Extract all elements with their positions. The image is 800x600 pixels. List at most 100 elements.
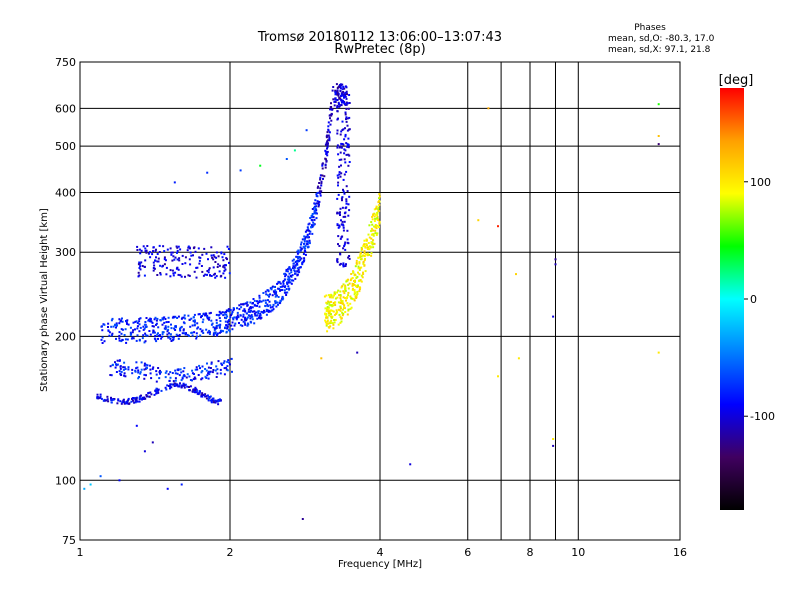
trace-point: [218, 326, 221, 329]
trace-point: [250, 314, 253, 317]
trace-point: [172, 380, 175, 383]
trace-point: [251, 306, 254, 309]
trace-point: [112, 325, 115, 328]
trace-point: [328, 312, 330, 315]
trace-point: [345, 170, 348, 173]
y-tick-label: 100: [55, 474, 76, 487]
trace-point: [378, 193, 381, 196]
trace-point: [206, 362, 208, 365]
trace-point: [246, 316, 249, 319]
trace-point: [343, 152, 346, 155]
trace-point: [354, 285, 357, 288]
trace-point: [159, 334, 161, 337]
trace-point: [276, 282, 279, 285]
trace-point: [226, 327, 229, 330]
trace-point: [288, 267, 291, 270]
trace-point: [375, 234, 378, 236]
trace-point: [344, 248, 347, 251]
scatter-point: [497, 225, 499, 228]
trace-point: [165, 321, 168, 324]
trace-point: [267, 299, 269, 302]
trace-point: [372, 213, 375, 216]
trace-point: [312, 216, 315, 219]
trace-point: [334, 319, 337, 321]
trace-point: [243, 308, 246, 311]
trace-point: [196, 335, 198, 338]
trace-point: [326, 131, 329, 134]
trace-point: [143, 377, 146, 380]
trace-point: [312, 221, 315, 224]
trace-point: [353, 283, 356, 286]
trace-point: [174, 382, 177, 385]
scatter-point: [554, 258, 557, 261]
trace-point: [319, 194, 322, 197]
trace-point: [340, 197, 343, 200]
trace-point: [219, 368, 222, 371]
trace-point: [111, 334, 113, 337]
trace-point: [342, 265, 345, 268]
trace-point: [224, 276, 227, 279]
trace-point: [184, 256, 187, 259]
trace-point: [193, 331, 196, 334]
trace-point: [123, 402, 126, 405]
trace-point: [212, 254, 215, 257]
trace-point: [325, 310, 328, 313]
trace-point: [154, 249, 157, 252]
trace-point: [319, 176, 322, 179]
trace-point: [310, 226, 313, 228]
trace-point: [336, 110, 339, 113]
trace-point: [189, 325, 192, 328]
trace-point: [314, 207, 317, 210]
trace-point: [214, 401, 217, 404]
trace-point: [115, 371, 118, 373]
trace-point: [341, 206, 344, 209]
trace-point: [346, 229, 349, 232]
trace-point: [315, 193, 318, 196]
trace-point: [376, 224, 379, 227]
trace-point: [167, 321, 170, 323]
trace-point: [176, 249, 179, 252]
trace-point: [138, 338, 141, 341]
trace-point: [265, 293, 268, 296]
trace-point: [189, 251, 192, 254]
trace-point: [336, 129, 339, 132]
trace-point: [331, 309, 334, 312]
trace-point: [363, 259, 366, 262]
trace-point: [372, 239, 374, 242]
trace-point: [338, 173, 341, 176]
trace-point: [253, 299, 256, 302]
trace-point: [148, 395, 151, 398]
scatter-point: [151, 441, 154, 444]
trace-point: [339, 290, 342, 293]
trace-point: [215, 319, 218, 322]
trace-point: [122, 400, 125, 403]
trace-point: [169, 275, 172, 278]
trace-point: [304, 236, 307, 239]
trace-point: [182, 328, 185, 331]
trace-point: [319, 178, 322, 181]
trace-point: [340, 219, 342, 222]
trace-point: [357, 271, 359, 274]
trace-point: [326, 316, 329, 319]
trace-point: [246, 317, 248, 320]
trace-point: [214, 276, 217, 279]
trace-point: [164, 328, 167, 331]
trace-point: [196, 368, 199, 371]
trace-point: [274, 300, 277, 303]
trace-point: [229, 363, 231, 366]
trace-point: [317, 185, 320, 188]
trace-point: [339, 252, 342, 255]
trace-point: [338, 97, 341, 100]
trace-point: [156, 317, 159, 320]
trace-point: [226, 245, 229, 248]
trace-point: [344, 264, 347, 267]
trace-point: [221, 256, 224, 259]
trace-point: [116, 359, 119, 362]
trace-point: [119, 365, 122, 368]
trace-point: [216, 332, 219, 335]
trace-point: [228, 272, 231, 275]
trace-point: [325, 324, 328, 327]
trace-point: [347, 107, 350, 110]
trace-point: [208, 371, 211, 374]
trace-point: [293, 270, 296, 273]
